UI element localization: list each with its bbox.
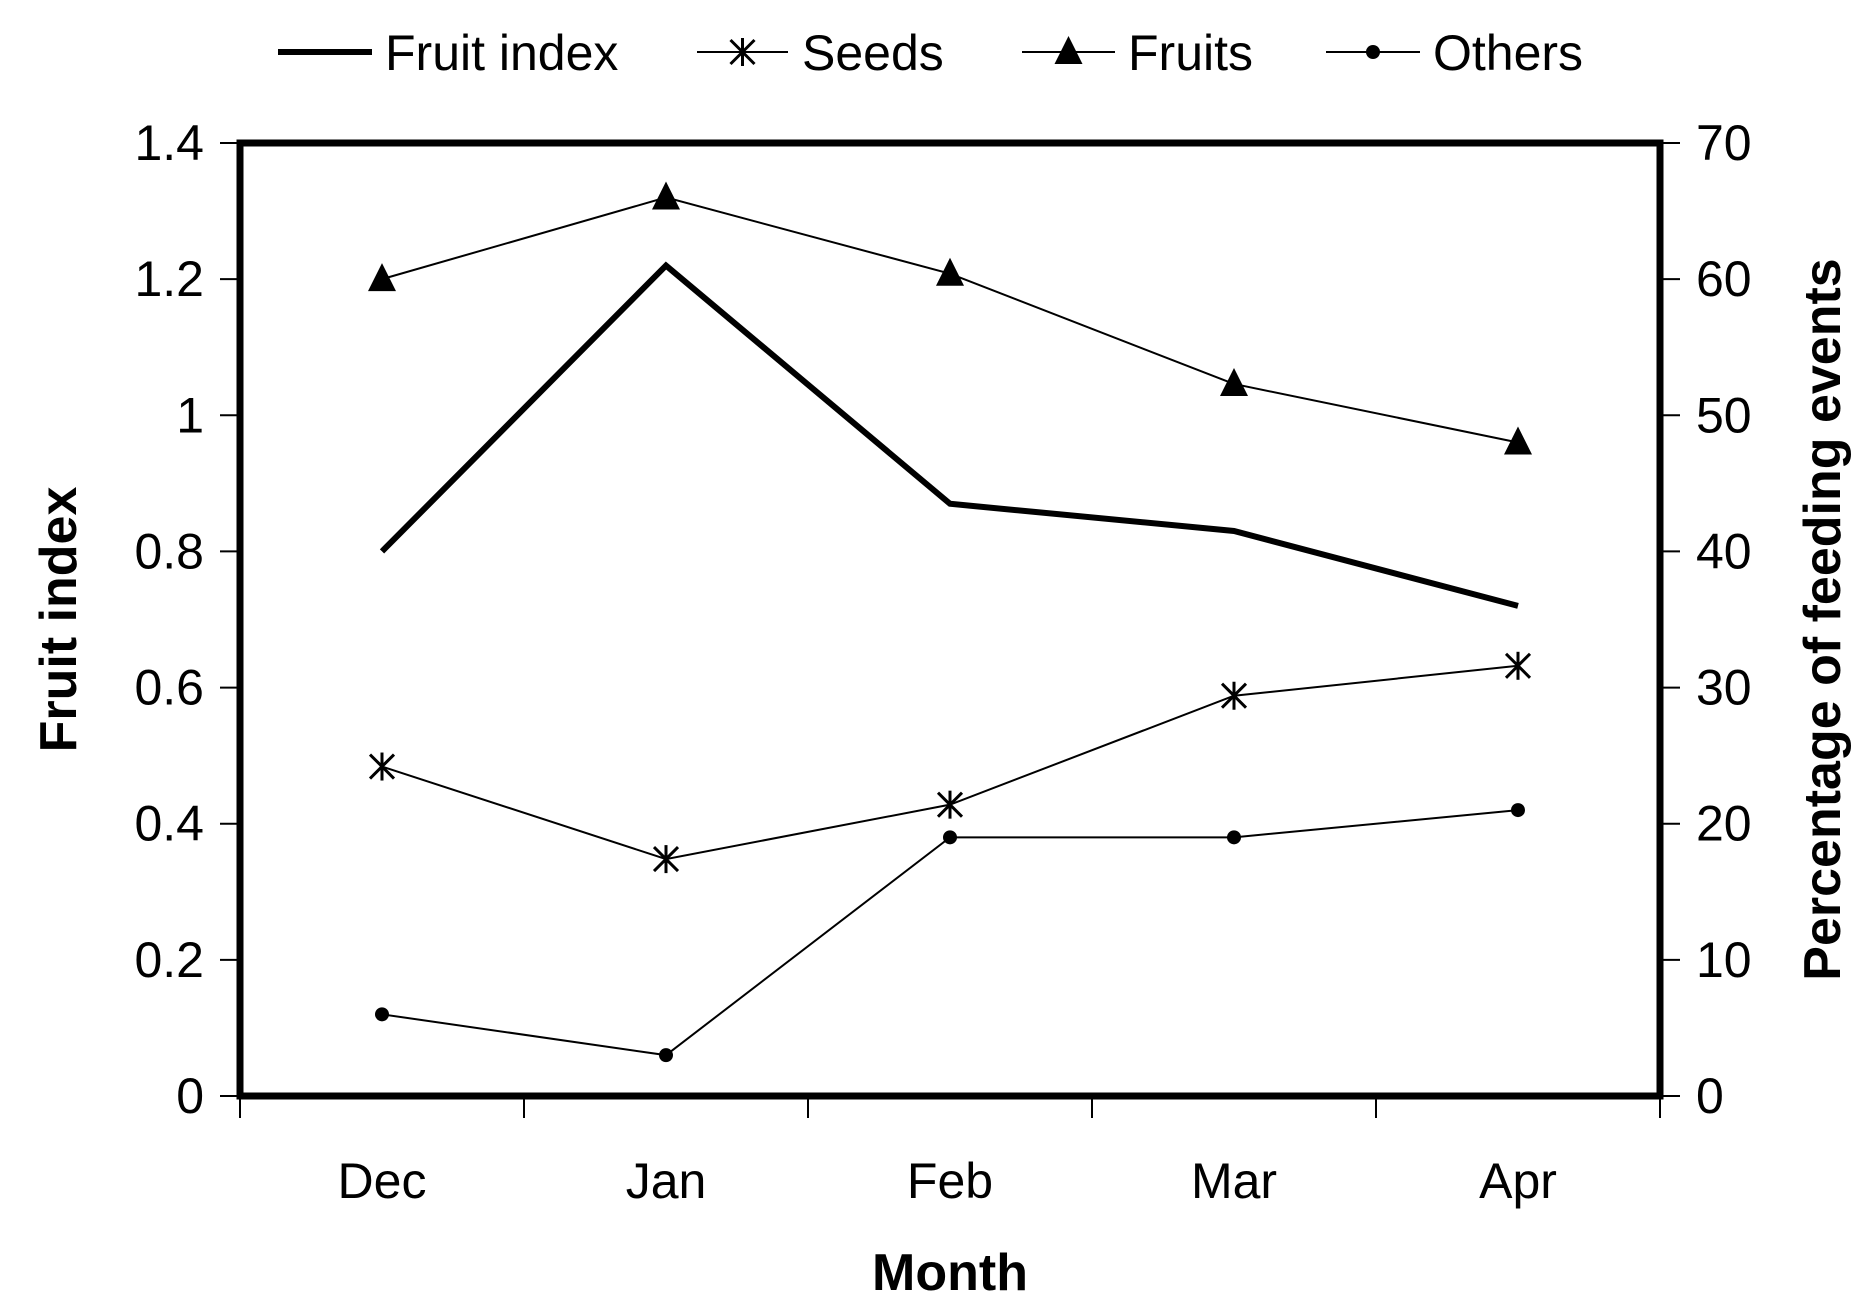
legend-item-fruit-index: Fruit index [278,25,618,81]
point-others [1511,803,1525,818]
series-fruit-index [379,261,1519,609]
series-fruits [368,181,1532,455]
y-right-tick-label: 20 [1696,796,1752,852]
y-axis-left-ticks: 0 0.2 0.4 0.6 0.8 1 1.2 1.4 [134,115,240,1124]
x-axis-ticks: Dec Jan Feb Mar Apr [239,1096,1661,1209]
point-others [375,1007,389,1022]
series-others [375,803,1525,1063]
legend-item-seeds: Seeds [697,25,944,81]
y-right-tick-label: 30 [1696,660,1752,716]
point-seeds [936,790,964,819]
point-seeds [652,845,680,874]
y-left-tick-label: 0.6 [134,660,204,716]
y-right-tick-label: 60 [1696,251,1752,307]
point-fruits [1220,367,1248,396]
legend-label: Fruit index [385,25,618,81]
point-others [1227,830,1241,845]
x-tick-label: Feb [907,1153,993,1209]
series-line-seeds [381,664,1519,861]
plot-marks [368,181,1532,1063]
legend-marker [729,38,756,66]
point-others [943,830,957,845]
x-tick-label: Apr [1479,1153,1557,1209]
y-axis-right-title: Percentage of feeding events [1794,258,1852,980]
y-right-tick-label: 40 [1696,523,1752,579]
y-axis-left-title: Fruit index [30,487,88,753]
point-seeds [1220,681,1248,710]
legend-label: Seeds [802,25,944,81]
point-fruits [368,263,396,292]
point-others [659,1048,673,1063]
x-tick-label: Dec [338,1153,427,1209]
legend-item-others: Others [1326,25,1583,81]
y-left-tick-label: 1 [176,387,204,443]
y-axis-right-ticks: 0 10 20 30 40 50 60 70 [1660,115,1752,1124]
y-left-tick-label: 0.4 [134,796,204,852]
series-seeds [368,651,1532,874]
y-left-tick-label: 0 [176,1068,204,1124]
point-seeds [1504,651,1532,680]
x-tick-label: Mar [1191,1153,1277,1209]
point-seeds [368,752,396,781]
point-fruits [936,257,964,286]
y-left-tick-label: 1.2 [134,251,204,307]
series-line-fruit-index [379,261,1519,609]
y-right-tick-label: 0 [1696,1068,1724,1124]
x-tick-label: Jan [626,1153,707,1209]
y-left-tick-label: 0.8 [134,523,204,579]
legend-marker [1366,45,1380,59]
legend-marker [1054,36,1083,64]
point-fruits [652,181,680,210]
y-right-tick-label: 10 [1696,932,1752,988]
x-axis-title: Month [872,1244,1028,1302]
y-right-tick-label: 70 [1696,115,1752,171]
plot-frame [236,139,1664,1100]
point-fruits [1504,426,1532,455]
y-left-tick-label: 1.4 [134,115,204,171]
series-line-fruits [381,196,1519,444]
series-line-others [381,809,1519,1057]
y-left-tick-label: 0.2 [134,932,204,988]
legend-label: Others [1433,25,1583,81]
y-right-tick-label: 50 [1696,387,1752,443]
legend: Fruit index Seeds Fruits Others [278,25,1583,81]
legend-item-fruits: Fruits [1022,25,1253,81]
legend-label: Fruits [1128,25,1253,81]
